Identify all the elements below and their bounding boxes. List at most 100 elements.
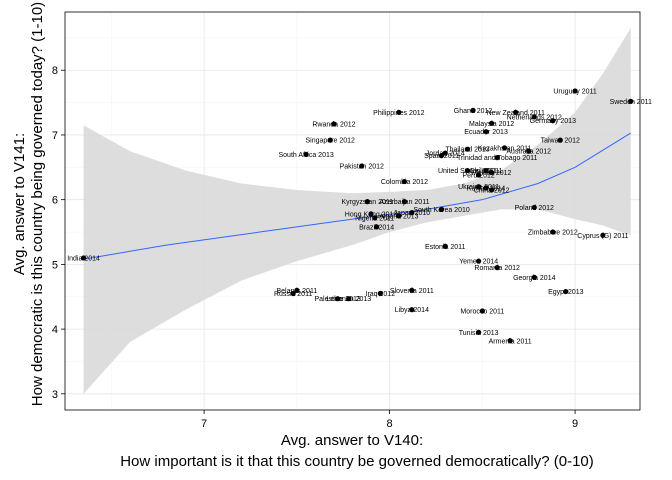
data-label: Spain 2011 (424, 153, 459, 160)
data-point (364, 199, 370, 205)
data-point (438, 153, 445, 159)
y-tick-label: 8 (52, 65, 58, 77)
data-label: Palestine 2013 (314, 296, 360, 303)
data-point (374, 224, 380, 230)
data-label: Cyprus (G) 2011 (577, 233, 628, 240)
data-label: Algeria 2013 (379, 213, 418, 220)
data-point (396, 213, 402, 219)
data-label: Iraq 2012 (366, 291, 396, 298)
data-point (346, 296, 352, 302)
data-point (80, 255, 87, 261)
x-axis-title-line1: Avg. answer to V140: (281, 432, 423, 449)
data-point (377, 290, 383, 297)
data-label: Trinidad and Tobago 2011 (457, 155, 538, 162)
data-label: Slovenia 2011 (390, 288, 434, 295)
data-label: New Zealand 2011 (487, 110, 545, 117)
data-label: Germany 2013 (530, 118, 576, 125)
data-point (501, 145, 508, 151)
data-point (513, 109, 519, 115)
data-label: Pakistan 2012 (340, 164, 384, 171)
y-tick-label: 7 (52, 130, 58, 142)
data-point (442, 150, 448, 156)
data-label: Poland 2012 (515, 205, 554, 212)
data-label: Libya 2014 (395, 307, 429, 314)
data-label: Lebanon 2013 (326, 296, 371, 303)
data-label: Brazil 2014 (359, 224, 394, 231)
y-axis-title-line1: Avg. answer to V141: (11, 133, 28, 275)
data-label: Kazakhstan 2011 (478, 145, 532, 152)
data-point (372, 215, 378, 221)
data-point (531, 114, 537, 120)
data-point (401, 199, 408, 205)
data-label: Ghana 2012 (454, 108, 493, 115)
data-point (442, 243, 448, 249)
data-point (489, 169, 495, 176)
x-tick-label: 9 (572, 418, 578, 430)
data-label: Thailand 2013 (445, 147, 489, 154)
data-point (476, 184, 482, 190)
data-point (396, 109, 402, 115)
data-point (401, 178, 408, 185)
data-label: Taiwan 2012 (541, 138, 580, 145)
data-point (294, 287, 300, 293)
data-label: Georgia 2014 (513, 275, 556, 282)
data-label: Sweden 2011 (610, 99, 652, 106)
y-tick-label: 5 (52, 259, 58, 271)
data-label: Australia 2012 (506, 149, 551, 156)
data-point (507, 338, 513, 344)
y-tick-label: 4 (52, 324, 58, 336)
data-point (476, 258, 482, 264)
data-label: Belarus 2011 (276, 288, 317, 295)
data-point (531, 274, 537, 280)
data-point (335, 296, 341, 302)
data-point (290, 290, 296, 297)
data-point (494, 265, 500, 271)
y-tick-label: 6 (52, 195, 58, 207)
data-point (438, 206, 445, 212)
data-point (303, 151, 309, 157)
trend-line-path (83, 132, 631, 260)
data-label: Azerbaijan 2011 (379, 199, 429, 206)
data-point (550, 118, 556, 124)
confidence-band (83, 28, 631, 394)
data-label: Chile 2011 (470, 168, 503, 175)
x-axis-title-line2: How important is it that this country be… (120, 453, 594, 470)
data-label: Peru 2012 (462, 173, 494, 180)
data-point (483, 129, 489, 135)
data-point (479, 308, 485, 314)
data-label: India 2014 (67, 255, 100, 262)
data-label: Ukraine 2011 (458, 184, 499, 191)
confidence-band-area (83, 28, 631, 394)
data-point (526, 148, 532, 154)
data-point (464, 167, 471, 174)
data-label: Jordan 2014 (426, 151, 465, 158)
data-label: Kuwait 2014 (467, 186, 506, 193)
data-label: Uruguay 2011 (553, 88, 597, 95)
plot-border (64, 11, 641, 411)
data-label: Hong Kong 2013 (345, 211, 398, 218)
data-label: United States 2011 (438, 168, 497, 175)
data-point (409, 287, 415, 293)
data-point (557, 137, 563, 143)
data-point (489, 187, 495, 193)
y-axis-ticks: 3 4 5 6 7 8 (52, 65, 65, 401)
data-label: China 2012 (474, 187, 510, 194)
data-point (483, 185, 489, 191)
data-label: Romania 2012 (474, 265, 520, 272)
data-label: Rwanda 2012 (312, 121, 355, 128)
data-label: Estonia 2011 (425, 244, 465, 251)
data-label: South Korea 2010 (413, 207, 470, 214)
data-label: Armenia 2011 (489, 338, 532, 345)
data-label: Mexico 2012 (472, 170, 512, 177)
data-point (600, 232, 606, 238)
data-label: Morocco 2011 (460, 308, 504, 315)
data-label: Tunisia 2013 (459, 330, 499, 337)
data-point (464, 146, 471, 152)
x-axis-ticks: 7 8 9 (201, 410, 578, 430)
data-point (563, 288, 569, 295)
data-point (550, 229, 556, 235)
data-point (572, 88, 578, 94)
data-label: Ecuador 2013 (464, 129, 508, 136)
